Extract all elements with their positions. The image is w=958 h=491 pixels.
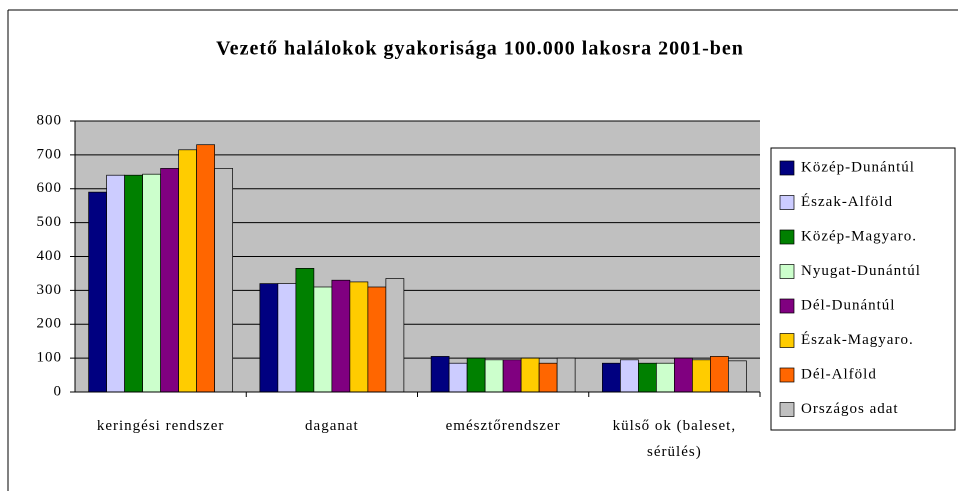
bar	[385, 278, 405, 393]
bar	[214, 168, 233, 393]
bar	[142, 173, 161, 393]
legend-swatch	[779, 229, 795, 245]
bar	[88, 191, 107, 393]
y-tick-label: 600	[37, 180, 63, 196]
bar	[259, 283, 279, 393]
bar	[556, 357, 576, 393]
bar	[178, 149, 197, 393]
bar	[620, 359, 639, 393]
legend-swatch	[779, 195, 795, 210]
legend-label: Közép-Dunántúl	[801, 159, 915, 175]
bar	[710, 356, 729, 393]
bar	[466, 357, 486, 393]
bar	[106, 174, 125, 393]
bar	[502, 359, 522, 393]
bar	[313, 286, 333, 393]
y-tick-label: 400	[37, 248, 63, 264]
bar	[638, 362, 657, 393]
legend-swatch	[779, 367, 795, 383]
y-tick-label: 500	[37, 214, 63, 230]
x-tick-label: emésztőrendszer	[445, 418, 561, 434]
bar	[520, 357, 540, 393]
bar	[602, 362, 621, 393]
bar	[728, 360, 747, 393]
legend-label: Észak-Alföld	[801, 193, 893, 210]
legend-swatch	[779, 298, 795, 314]
legend-label: Közép-Magyaro.	[801, 228, 917, 244]
bar	[674, 357, 693, 393]
legend-swatch	[779, 333, 795, 348]
y-tick-label: 100	[37, 350, 63, 366]
x-tick-label: külső ok (baleset, sérülés)	[612, 418, 737, 460]
legend-label: Dél-Alföld	[801, 366, 877, 382]
legend-label: Nyugat-Dunántúl	[801, 263, 921, 279]
legend	[770, 147, 956, 431]
y-tick-label: 700	[37, 146, 63, 162]
chart-title: Vezető halálokok gyakorisága 100.000 lak…	[216, 38, 744, 60]
bar	[349, 281, 369, 393]
y-tick-label: 800	[37, 112, 63, 128]
legend-label: Észak-Magyaro.	[801, 331, 914, 348]
bar	[277, 283, 297, 393]
bar	[196, 144, 215, 393]
bar	[367, 286, 387, 393]
x-tick-label: keringési rendszer	[96, 418, 225, 434]
legend-swatch	[779, 160, 795, 176]
y-tick-label: 0	[54, 383, 63, 399]
bar	[656, 362, 675, 393]
bar	[124, 174, 143, 393]
y-tick-label: 200	[37, 316, 63, 332]
bar	[160, 168, 179, 393]
bar	[295, 268, 315, 393]
bar	[538, 362, 558, 393]
bar	[331, 279, 351, 393]
legend-label: Dél-Dunántúl	[801, 297, 895, 313]
legend-label: Országos adat	[801, 401, 899, 417]
legend-swatch	[779, 402, 795, 417]
x-tick-label: daganat	[305, 418, 359, 434]
legend-swatch	[779, 264, 795, 279]
bar	[692, 359, 711, 393]
bar	[484, 359, 504, 393]
bar	[448, 362, 468, 393]
y-tick-label: 300	[37, 282, 63, 298]
bar	[430, 356, 450, 393]
